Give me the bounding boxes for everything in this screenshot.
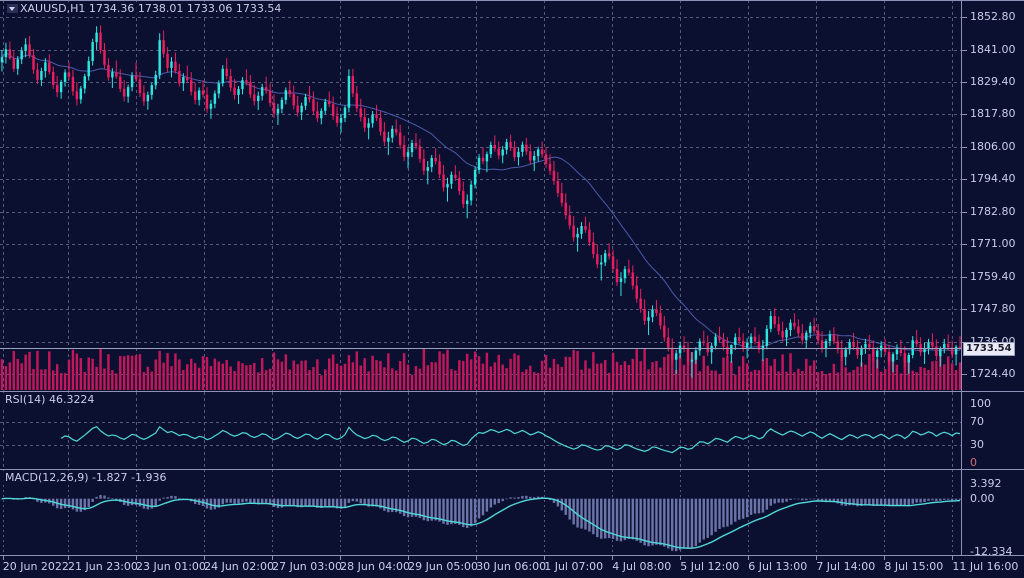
time-axis-label: 20 Jun 2022 <box>2 560 69 573</box>
price-axis-tick <box>962 244 967 245</box>
macd-header: MACD(12,26,9) -1.827 -1.936 <box>2 471 170 485</box>
price-axis-tick <box>962 114 967 115</box>
rsi-axis-label: 100 <box>970 397 991 410</box>
time-axis-tick <box>952 556 953 560</box>
time-axis-tick <box>3 556 4 560</box>
rsi-scale: 100 70 30 0 <box>962 392 1024 469</box>
top-frame-line <box>0 0 1024 1</box>
price-axis-tick <box>962 374 967 375</box>
price-chart-svg <box>0 0 962 391</box>
time-axis-tick <box>68 556 69 560</box>
symbol-header-text: XAUUSD,H1 1734.36 1738.01 1733.06 1733.5… <box>20 2 282 15</box>
time-axis-label: 29 Jun 05:00 <box>408 560 479 573</box>
macd-panel[interactable]: 3.392 0.00 -12.334 MACD(12,26,9) -1.827 -1… <box>0 470 1024 556</box>
price-axis-tick <box>962 147 967 148</box>
price-axis-label: 1736.00 <box>970 334 1016 348</box>
price-axis-label: 1794.40 <box>970 172 1016 186</box>
macd-time-separator <box>0 555 1024 556</box>
time-axis-tick <box>544 556 545 560</box>
macd-axis-label: 3.392 <box>970 477 1002 490</box>
time-axis-label: 21 Jun 23:00 <box>68 560 138 573</box>
macd-axis-label: 0.00 <box>970 491 995 505</box>
rsi-axis-label: 30 <box>970 438 984 452</box>
time-axis-tick <box>408 556 409 560</box>
macd-scale: 3.392 0.00 -12.334 <box>962 470 1024 556</box>
rsi-header: RSI(14) 46.3224 <box>2 393 98 407</box>
price-axis-tick <box>962 50 967 51</box>
price-axis-label: 1852.80 <box>970 10 1016 24</box>
rsi-line <box>60 425 961 454</box>
time-axis-label: 11 Jul 16:00 <box>952 560 1019 573</box>
scale-divider <box>961 0 962 556</box>
price-axis-tick <box>962 179 967 180</box>
time-axis-tick <box>884 556 885 560</box>
current-price-line <box>0 348 962 349</box>
price-axis-label: 1817.80 <box>970 107 1016 121</box>
chevron-down-icon[interactable] <box>7 4 18 13</box>
price-axis-tick <box>962 82 967 83</box>
macd-chart-svg <box>0 470 962 556</box>
time-axis-label: 7 Jul 14:00 <box>816 560 876 573</box>
rsi-axis-label: 70 <box>970 414 984 428</box>
macd-signal-line <box>1 497 961 549</box>
price-axis-label: 1747.80 <box>970 301 1016 315</box>
time-axis-tick <box>272 556 273 560</box>
time-axis-tick <box>340 556 341 560</box>
time-axis-label: 8 Jul 15:00 <box>884 560 944 573</box>
rsi-chart-svg <box>0 392 962 469</box>
time-axis-tick <box>816 556 817 560</box>
price-axis-tick <box>962 309 967 310</box>
price-axis-label: 1841.00 <box>970 42 1016 56</box>
price-axis-label: 1759.40 <box>970 269 1016 283</box>
price-axis-label: 1771.00 <box>970 237 1016 251</box>
moving-average-line <box>1 52 961 352</box>
symbol-header: XAUUSD,H1 1734.36 1738.01 1733.06 1733.5… <box>4 2 285 16</box>
current-price-tag: 1733.54 <box>963 342 1015 357</box>
time-axis-label: 30 Jun 06:00 <box>476 560 547 573</box>
time-axis-label: 6 Jul 13:00 <box>748 560 808 573</box>
price-axis-tick <box>962 212 967 213</box>
time-axis-label: 23 Jun 01:00 <box>136 560 206 573</box>
time-axis[interactable]: 20 Jun 2022 21 Jun 23:00 23 Jun 01:00 24 Ju… <box>0 556 1024 578</box>
price-axis-label: 1806.00 <box>970 140 1016 154</box>
macd-plot-area[interactable] <box>0 470 962 556</box>
price-axis-label: 1724.40 <box>970 366 1016 380</box>
price-axis-tick <box>962 277 967 278</box>
time-axis-label: 5 Jul 12:00 <box>680 560 740 573</box>
time-axis-label: 28 Jun 04:00 <box>340 560 411 573</box>
price-plot-area[interactable] <box>0 0 962 391</box>
time-axis-tick <box>612 556 613 560</box>
price-rsi-separator <box>0 391 1024 392</box>
rsi-axis-label: 0 <box>970 456 977 469</box>
price-scale[interactable]: 1852.80 1841.00 1829.40 1817.80 1806.00 1794.… <box>962 0 1024 391</box>
time-axis-tick <box>680 556 681 560</box>
time-axis-tick <box>204 556 205 560</box>
rsi-panel[interactable]: 100 70 30 0 RSI(14) 46.3224 <box>0 392 1024 469</box>
price-axis-label: 1829.40 <box>970 75 1016 89</box>
price-panel[interactable]: 1852.80 1841.00 1829.40 1817.80 1806.00 1794.… <box>0 0 1024 391</box>
volume-histogram <box>0 348 962 390</box>
macd-histogram <box>0 495 962 552</box>
time-axis-label: 4 Jul 08:00 <box>612 560 672 573</box>
price-axis-tick <box>962 17 967 18</box>
rsi-macd-separator <box>0 469 1024 470</box>
macd-axis-label: -12.334 <box>970 545 1013 556</box>
candlestick-series <box>0 25 962 378</box>
time-axis-tick <box>476 556 477 560</box>
time-axis-label: 27 Jun 03:00 <box>272 560 342 573</box>
time-axis-tick <box>748 556 749 560</box>
price-axis-label: 1782.80 <box>970 204 1016 218</box>
time-axis-tick <box>136 556 137 560</box>
rsi-plot-area[interactable] <box>0 392 962 469</box>
time-axis-label: 24 Jun 02:00 <box>204 560 274 573</box>
time-axis-label: 1 Jul 07:00 <box>544 560 604 573</box>
